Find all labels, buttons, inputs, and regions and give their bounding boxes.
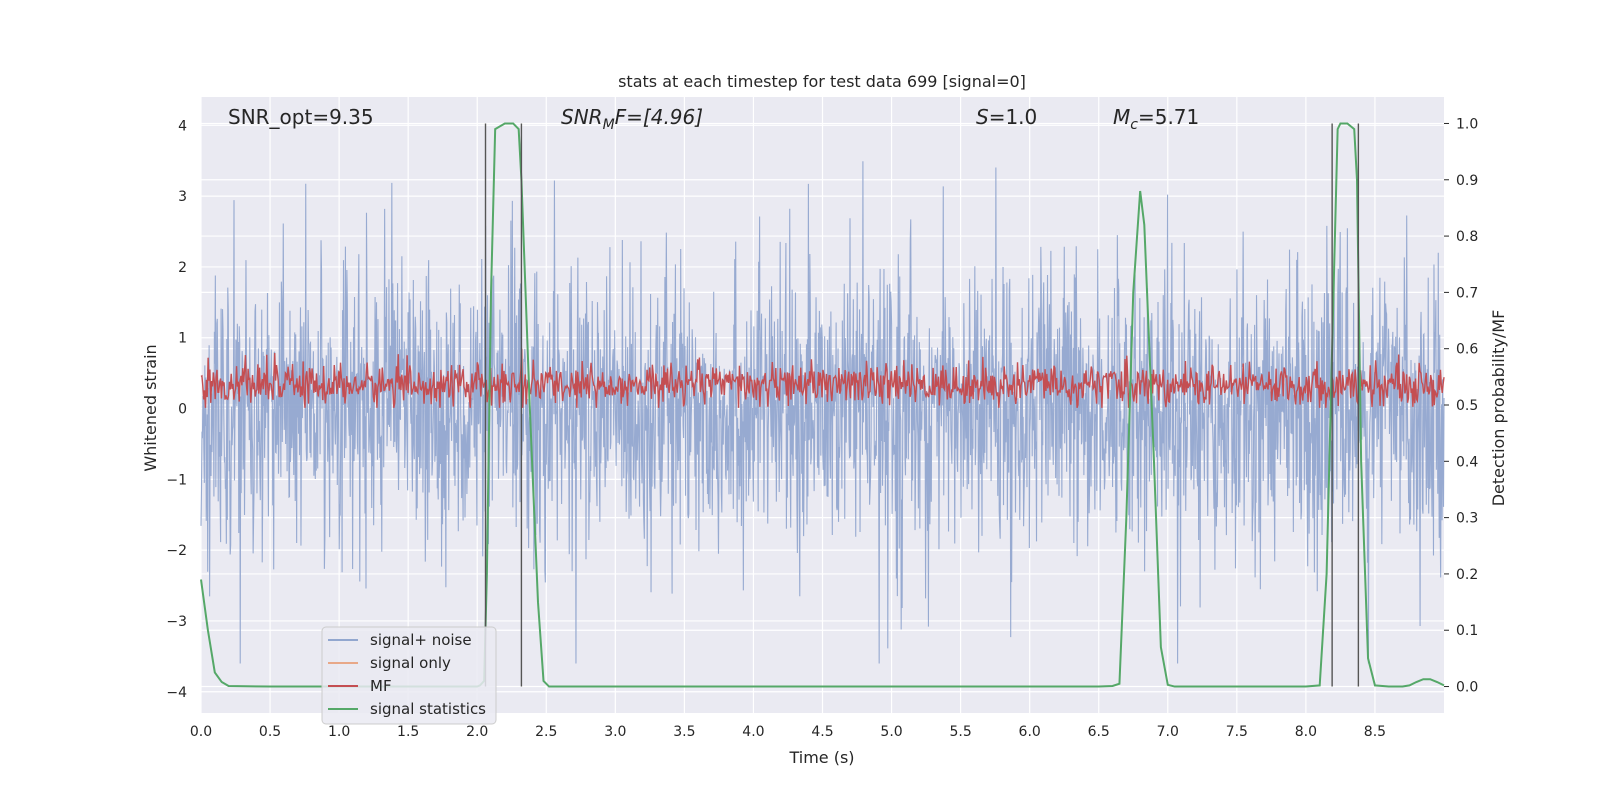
s-var: S xyxy=(976,105,989,129)
y-right-tick-label: 0.3 xyxy=(1456,511,1478,527)
x-tick-label: 5.0 xyxy=(880,724,902,740)
y-left-tick-label: 1 xyxy=(178,331,187,347)
s-rest: =1.0 xyxy=(989,105,1038,129)
y-right-tick-label: 1.0 xyxy=(1456,116,1478,132)
x-tick-label: 8.5 xyxy=(1364,724,1386,740)
y-right-tick-label: 0.7 xyxy=(1456,285,1478,301)
y-right-tick-label: 0.2 xyxy=(1456,567,1478,583)
legend: signal+ noise signal only MF signal stat… xyxy=(321,626,497,725)
legend-label-mf: MF xyxy=(370,677,392,695)
x-tick-label: 0.0 xyxy=(190,724,212,740)
x-tick-label: 1.5 xyxy=(397,724,419,740)
mc-var: M xyxy=(1113,105,1130,129)
y-right-tick-label: 0.5 xyxy=(1456,398,1478,414)
x-tick-label: 7.0 xyxy=(1157,724,1179,740)
x-tick-label: 6.5 xyxy=(1088,724,1110,740)
snr-mf-rest: F=[4.96] xyxy=(615,105,703,129)
annotation-s: S=1.0 xyxy=(976,105,1037,129)
y-left-tick-label: 3 xyxy=(178,189,187,205)
y-left-tick-label: 0 xyxy=(178,402,187,418)
y-right-tick-label: 0.1 xyxy=(1456,623,1478,639)
y-right-tick-label: 0.6 xyxy=(1456,342,1478,358)
x-tick-label: 3.0 xyxy=(604,724,626,740)
mc-rest: =5.71 xyxy=(1138,105,1199,129)
y-right-axis-label: Detection probability/MF xyxy=(1489,310,1508,507)
annotation-snr-mf: SNRMF=[4.96] xyxy=(561,105,703,133)
y-left-tick-label: −4 xyxy=(166,685,187,701)
x-tick-label: 4.5 xyxy=(811,724,833,740)
x-axis-label: Time (s) xyxy=(788,748,854,767)
annotation-snr-opt: SNR_opt=9.35 xyxy=(228,105,374,129)
legend-label-signal-noise: signal+ noise xyxy=(370,631,472,649)
x-tick-label: 8.0 xyxy=(1295,724,1317,740)
snr-mf-main: SNR xyxy=(561,105,603,129)
y-left-tick-label: −2 xyxy=(166,543,187,559)
chart-title: stats at each timestep for test data 699… xyxy=(618,72,1026,91)
y-left-axis-ticks: −4 −3 −2 −1 0 1 2 3 4 xyxy=(166,118,187,700)
y-right-axis-ticks: 0.0 0.1 0.2 0.3 0.4 0.5 0.6 0.7 0.8 0.9 1.0 xyxy=(1444,116,1478,696)
legend-box xyxy=(321,626,497,725)
legend-label-signal-statistics: signal statistics xyxy=(370,700,486,718)
x-tick-label: 1.0 xyxy=(328,724,350,740)
y-right-tick-label: 0.0 xyxy=(1456,680,1478,696)
mc-sub: c xyxy=(1130,117,1138,133)
series-mf xyxy=(200,348,1445,409)
x-tick-label: 3.5 xyxy=(673,724,695,740)
y-right-tick-label: 0.4 xyxy=(1456,454,1478,470)
vertical-lines xyxy=(484,123,1360,687)
annotation-mc: Mc=5.71 xyxy=(1113,105,1199,133)
x-tick-label: 0.5 xyxy=(259,724,281,740)
y-left-tick-label: 2 xyxy=(178,260,187,276)
y-left-tick-label: −1 xyxy=(166,472,187,488)
y-left-tick-label: −3 xyxy=(166,614,187,630)
legend-label-signal-only: signal only xyxy=(370,654,451,672)
y-left-axis-label: Whitened strain xyxy=(141,344,160,471)
x-tick-label: 7.5 xyxy=(1226,724,1248,740)
x-axis-ticks: 0.0 0.5 1.0 1.5 2.0 2.5 3.0 3.5 4.0 4.5 5.0 5.5 6.0 6… xyxy=(190,724,1386,740)
x-tick-label: 5.5 xyxy=(949,724,971,740)
y-left-tick-label: 4 xyxy=(178,118,187,134)
y-right-tick-label: 0.8 xyxy=(1456,229,1478,245)
snr-mf-sub: M xyxy=(603,117,615,133)
x-tick-label: 4.0 xyxy=(742,724,764,740)
y-right-tick-label: 0.9 xyxy=(1456,173,1478,189)
x-tick-label: 2.5 xyxy=(535,724,557,740)
x-tick-label: 2.0 xyxy=(466,724,488,740)
x-tick-label: 6.0 xyxy=(1019,724,1041,740)
